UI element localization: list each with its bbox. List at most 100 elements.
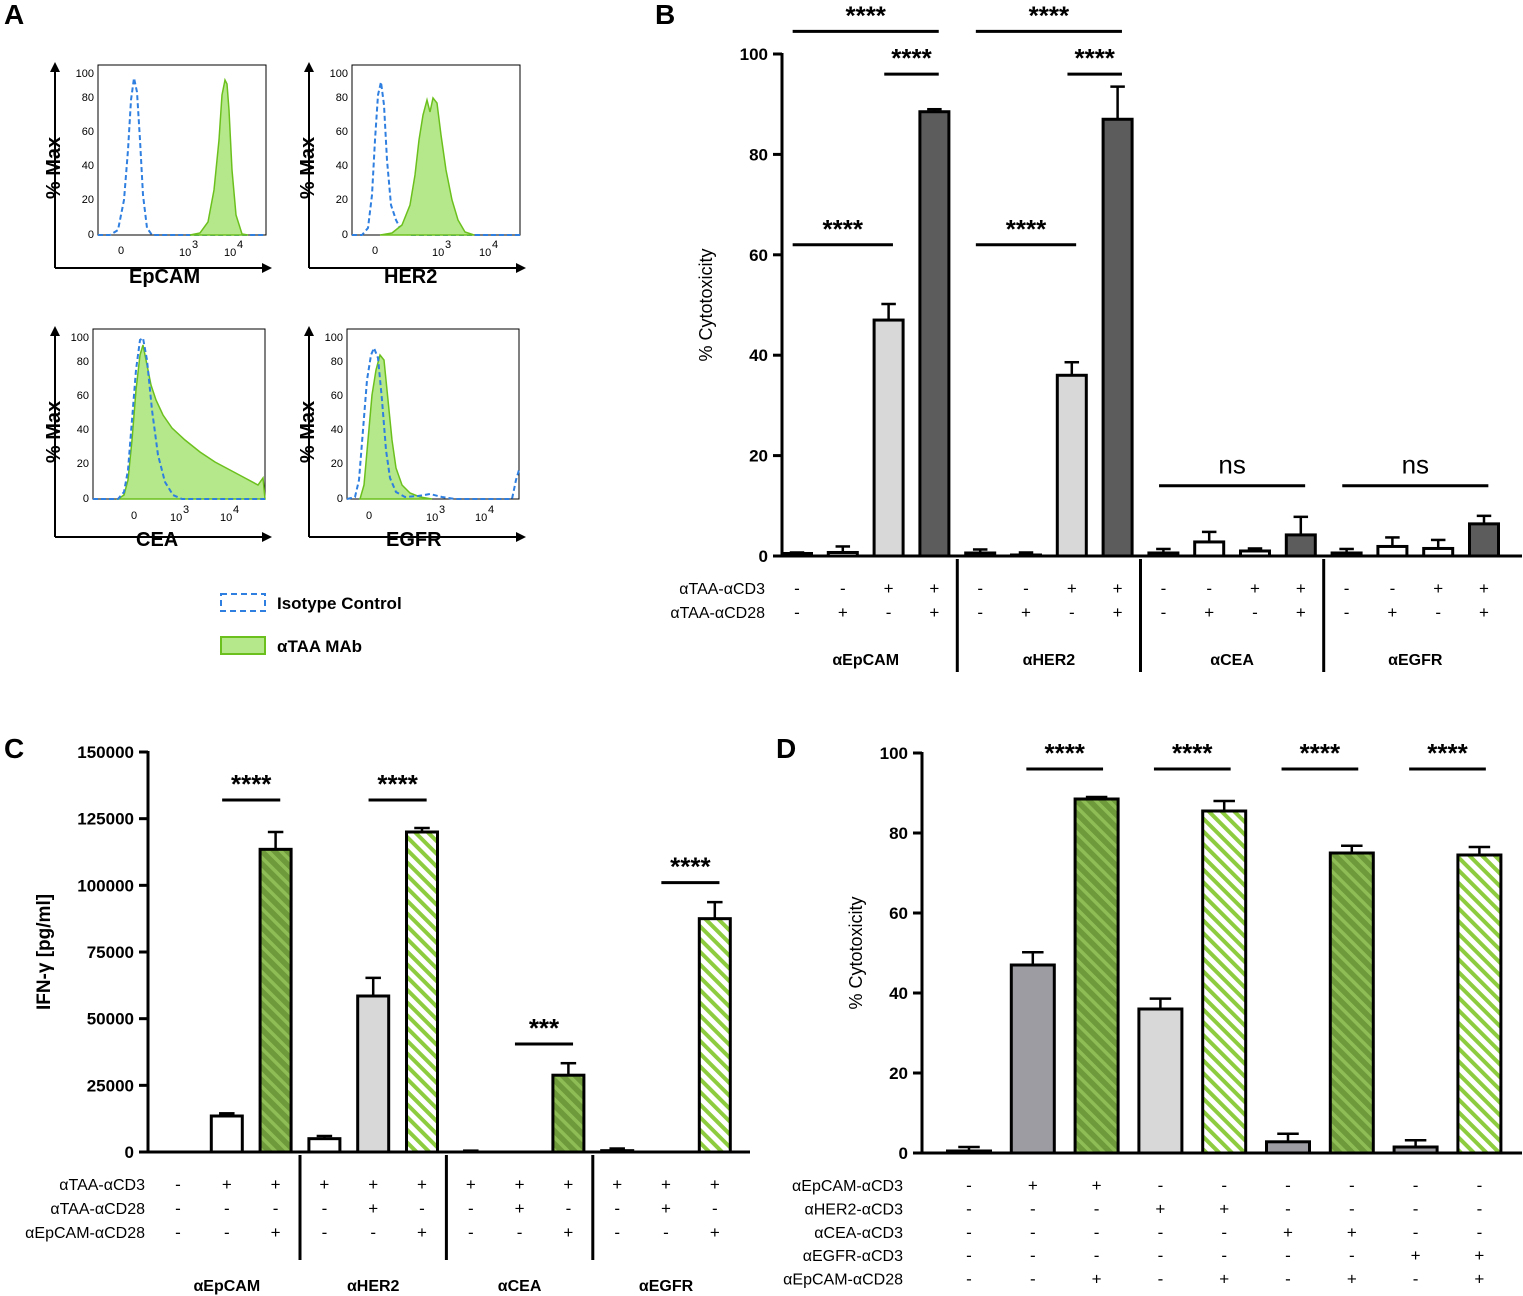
condition-sign: +	[838, 603, 848, 622]
condition-sign: +	[1296, 579, 1306, 598]
condition-sign: -	[1285, 1199, 1291, 1218]
panel-letter-a: A	[4, 0, 24, 30]
group-label: αEGFR	[639, 1278, 694, 1295]
y-arrowhead	[304, 326, 314, 336]
significance-label: ****	[1074, 43, 1115, 73]
condition-sign: -	[322, 1199, 328, 1218]
condition-sign: -	[1158, 1246, 1164, 1265]
condition-sign: +	[368, 1199, 378, 1218]
bar	[874, 320, 903, 556]
ytick: 20	[82, 194, 94, 206]
panel-letter-d: D	[776, 733, 796, 764]
condition-sign: +	[1283, 1223, 1293, 1242]
condition-sign: -	[566, 1199, 572, 1218]
condition-sign: -	[1030, 1270, 1036, 1289]
xtick: 10	[432, 247, 444, 259]
xtick-exp: 3	[439, 504, 445, 516]
histogram-frame	[98, 65, 266, 235]
condition-sign: +	[1347, 1223, 1357, 1242]
y-arrowhead	[304, 62, 314, 72]
condition-sign: -	[1349, 1199, 1355, 1218]
y-tick-label: 80	[889, 824, 908, 843]
condition-sign: -	[224, 1223, 230, 1242]
y-axis-label: % Max	[297, 401, 319, 463]
bar	[211, 1116, 242, 1152]
condition-sign: -	[1221, 1246, 1227, 1265]
condition-sign: -	[175, 1223, 181, 1242]
condition-sign: -	[468, 1223, 474, 1242]
condition-sign: -	[614, 1199, 620, 1218]
figure-canvas: A B C D 0 20 40 60 80 100 0 10 3 10 4 % …	[0, 0, 1523, 1296]
histogram-epcam: 0 20 40 60 80 100 0 10 3 10 4 % Max EpCA…	[43, 62, 272, 288]
xtick-exp: 4	[237, 239, 243, 251]
ytick: 80	[331, 356, 343, 368]
bar	[1332, 553, 1361, 556]
condition-sign: -	[175, 1175, 181, 1194]
bar	[1394, 1147, 1437, 1153]
significance-label: ****	[1006, 214, 1047, 244]
legend-mab-label: αTAA MAb	[277, 637, 362, 656]
condition-sign: -	[1206, 579, 1212, 598]
bar	[966, 553, 995, 556]
condition-sign: +	[1113, 603, 1123, 622]
y-arrowhead	[50, 326, 60, 336]
group-label: αEGFR	[1388, 652, 1443, 669]
panel-a-legend: Isotype Control αTAA MAb	[221, 594, 402, 656]
y-tick-label: 100	[740, 45, 768, 64]
group-label: αHER2	[347, 1278, 400, 1295]
significance-label: ****	[1029, 0, 1070, 30]
condition-sign: -	[1477, 1199, 1483, 1218]
y-arrowhead	[50, 62, 60, 72]
condition-sign: +	[1296, 603, 1306, 622]
condition-sign: +	[515, 1175, 525, 1194]
y-axis-label: % Cytotoxicity	[696, 248, 716, 361]
condition-sign: -	[1413, 1199, 1419, 1218]
ytick: 100	[325, 332, 343, 344]
y-axis-label: % Max	[43, 401, 65, 463]
condition-sign: -	[977, 579, 983, 598]
xtick: 0	[366, 510, 372, 522]
condition-sign: +	[710, 1175, 720, 1194]
condition-sign: +	[222, 1175, 232, 1194]
bar	[1286, 535, 1315, 556]
xtick: 0	[372, 245, 378, 257]
ytick: 100	[330, 68, 348, 80]
condition-sign: -	[1285, 1246, 1291, 1265]
panel-letter-c: C	[4, 733, 24, 764]
condition-sign: -	[224, 1199, 230, 1218]
bar	[920, 112, 949, 556]
condition-sign: +	[1387, 603, 1397, 622]
condition-sign: -	[1349, 1246, 1355, 1265]
x-arrowhead	[262, 532, 272, 542]
condition-sign: -	[794, 603, 800, 622]
significance-label: ****	[670, 852, 711, 882]
ytick: 60	[336, 126, 348, 138]
condition-sign: +	[563, 1223, 573, 1242]
ytick: 40	[82, 160, 94, 172]
isotype-curve	[98, 78, 266, 235]
xtick-exp: 4	[488, 504, 494, 516]
condition-sign: +	[1092, 1176, 1102, 1195]
xtick-exp: 3	[192, 239, 198, 251]
condition-sign: +	[1250, 579, 1260, 598]
x-axis-label: HER2	[384, 266, 437, 288]
condition-sign: -	[1221, 1223, 1227, 1242]
group-label: αEpCAM	[832, 652, 899, 669]
significance-label: ns	[1218, 450, 1245, 480]
condition-sign: +	[515, 1199, 525, 1218]
ytick: 60	[77, 390, 89, 402]
y-tick-label: 0	[759, 547, 768, 566]
condition-sign: +	[466, 1175, 476, 1194]
x-axis-label: EGFR	[386, 529, 442, 551]
condition-sign: +	[661, 1199, 671, 1218]
condition-row-label: αTAA-αCD28	[50, 1201, 145, 1218]
legend-isotype-label: Isotype Control	[277, 594, 402, 613]
y-tick-label: 60	[749, 246, 768, 265]
condition-sign: -	[1413, 1270, 1419, 1289]
condition-sign: +	[1028, 1176, 1038, 1195]
mab-curve	[190, 80, 248, 235]
y-tick-label: 100	[880, 744, 908, 763]
xtick: 0	[131, 510, 137, 522]
significance-label: ****	[1300, 738, 1341, 768]
